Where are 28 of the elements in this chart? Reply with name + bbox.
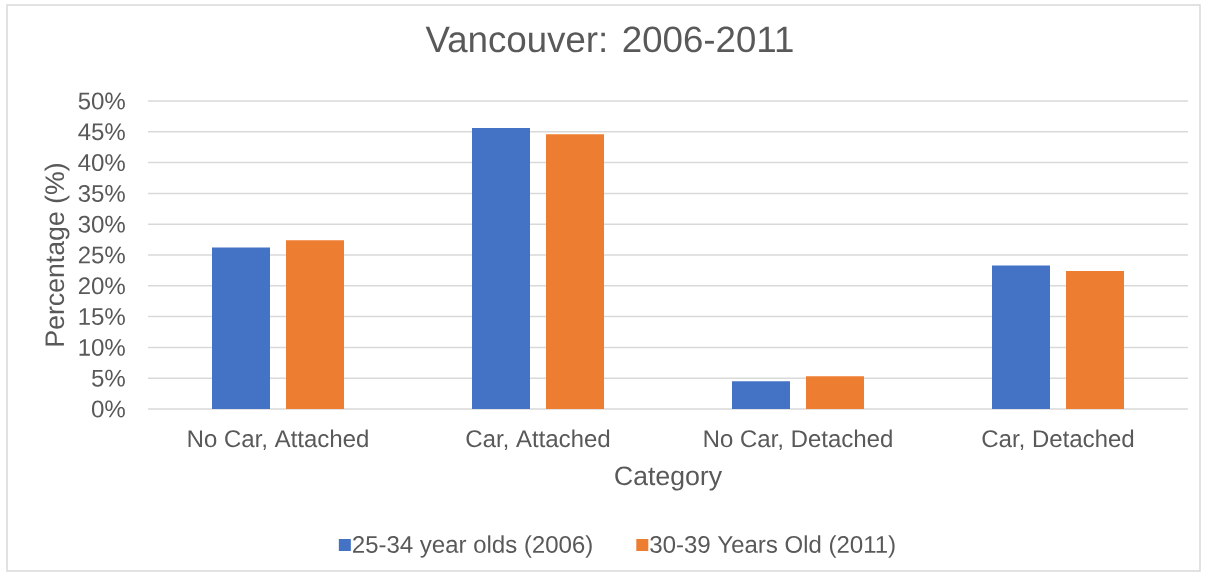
bar bbox=[286, 240, 344, 409]
bar bbox=[212, 247, 271, 409]
chart-title: Vancouver: 2006-2011 bbox=[425, 26, 793, 53]
x-tick-label: Car, Detached bbox=[982, 429, 1134, 451]
bar bbox=[546, 134, 605, 409]
y-tick-label: 20% bbox=[78, 277, 125, 295]
legend-label: 25-34 year olds (2006) bbox=[353, 535, 592, 558]
legend-label: 30-39 Years Old (2011) bbox=[650, 535, 895, 558]
x-tick-label: Car, Attached bbox=[466, 429, 610, 451]
bar bbox=[992, 265, 1051, 409]
bar bbox=[732, 381, 791, 409]
y-tick-label: 45% bbox=[78, 123, 125, 141]
y-tick-label: 30% bbox=[78, 215, 125, 233]
y-tick-label: 0% bbox=[91, 400, 125, 418]
bar bbox=[806, 376, 865, 409]
y-tick-label: 40% bbox=[78, 154, 125, 172]
y-tick-label: 15% bbox=[79, 308, 125, 326]
y-tick-label: 25% bbox=[78, 246, 125, 264]
bar bbox=[472, 128, 531, 409]
y-tick-label: 50% bbox=[78, 92, 125, 110]
y-tick-label: 10% bbox=[79, 338, 125, 356]
y-tick-label: 5% bbox=[92, 369, 125, 387]
bar bbox=[1066, 271, 1125, 409]
x-axis-title: Category bbox=[615, 466, 723, 491]
y-tick-label: 35% bbox=[78, 184, 125, 202]
x-tick-label: No Car, Detached bbox=[704, 429, 892, 451]
y-axis-title: Percentage (%) bbox=[44, 164, 70, 346]
x-tick-label: No Car, Attached bbox=[188, 429, 368, 451]
